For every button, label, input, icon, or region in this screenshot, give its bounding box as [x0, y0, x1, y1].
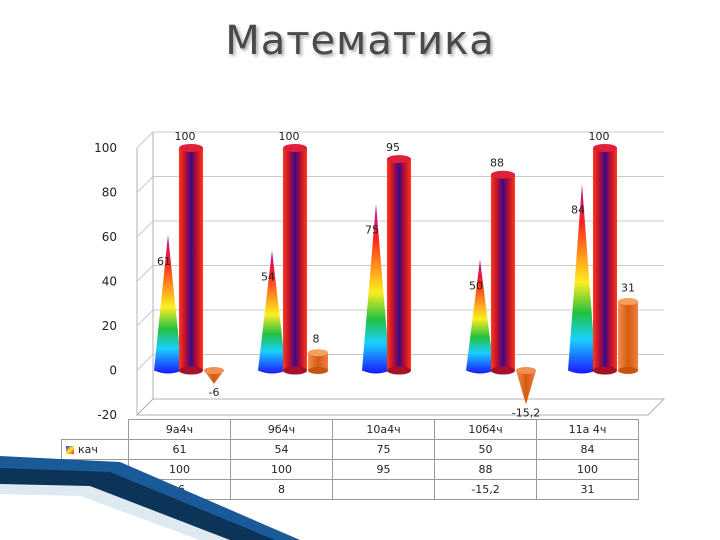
y-tick-label: 80 — [102, 186, 117, 200]
bar-raznica-top — [308, 349, 328, 357]
bar-usp-4 — [593, 144, 617, 375]
series-name: кач — [78, 443, 98, 456]
bar-usp-body — [387, 159, 411, 371]
bar-kach-4 — [568, 183, 596, 374]
bar-usp-body — [283, 148, 307, 371]
table-cell — [332, 479, 435, 500]
decorative-swoosh — [0, 456, 300, 540]
category-label: 11а 4ч — [536, 419, 639, 440]
bar-kach-2 — [362, 203, 390, 374]
table-cell: 100 — [128, 459, 231, 480]
data-label-usp: 88 — [490, 157, 504, 170]
data-label-usp: 100 — [175, 130, 196, 143]
data-label-usp: 95 — [386, 141, 400, 154]
bar-usp-2 — [387, 155, 411, 375]
table-cell: 88 — [434, 459, 537, 480]
bar-usp-body — [593, 148, 617, 371]
bar-raznica-body — [308, 352, 328, 371]
bar-usp-base — [179, 366, 203, 375]
data-label-kach: 84 — [571, 204, 585, 217]
bar-raznica-base — [618, 367, 638, 374]
floor — [135, 398, 666, 416]
bar-usp-base — [387, 366, 411, 375]
gridline-side — [136, 176, 154, 193]
bar-usp-top — [387, 155, 411, 164]
bar-raznica-base — [308, 367, 328, 374]
data-label-raznica: 31 — [621, 282, 635, 295]
y-tick-label: 100 — [94, 141, 117, 155]
chart-plot: -20 0 20 40 60 80 100 61 100 -6 54 100 8 75 95 50 88 -15… — [94, 130, 666, 422]
bar-raznica-cap — [516, 367, 536, 374]
data-label-raznica: -6 — [209, 386, 220, 399]
bar-usp-body — [491, 174, 515, 371]
category-label: 10а4ч — [332, 419, 435, 440]
gridline-side — [136, 265, 154, 282]
bar-raznica-body — [618, 301, 638, 371]
data-label-kach: 54 — [261, 270, 275, 283]
y-tick-label: 60 — [102, 230, 117, 244]
bar-kach-3 — [466, 259, 494, 374]
table-cell: -15,2 — [434, 479, 537, 500]
data-label-kach: 50 — [469, 279, 483, 292]
gridline-side — [136, 309, 154, 327]
bar-usp-top — [179, 144, 203, 152]
data-label-kach: 61 — [157, 255, 171, 268]
bar-kach-1 — [258, 250, 286, 374]
bar-usp-top — [593, 144, 617, 152]
data-label-usp: 100 — [279, 130, 300, 143]
bar-usp-base — [593, 366, 617, 375]
bar-raznica-cap — [204, 367, 224, 374]
table-cell: 31 — [536, 479, 639, 500]
bar-usp-base — [283, 366, 307, 375]
table-cell: 75 — [332, 439, 435, 460]
gridline-side — [136, 220, 154, 238]
table-cell: 84 — [536, 439, 639, 460]
category-label: 9а4ч — [128, 419, 231, 440]
table-cell: 100 — [536, 459, 639, 480]
table-cell: 50 — [434, 439, 537, 460]
bar-usp-body — [179, 148, 203, 371]
table-header-row: 9а4ч 9б4ч 10а4ч 10б4ч 11а 4ч — [62, 419, 639, 440]
bar-raznica-1 — [308, 349, 328, 374]
bar-raznica-0 — [204, 370, 224, 384]
table-corner — [62, 420, 129, 440]
chart-title: Математика — [225, 18, 495, 64]
bar-raznica-top — [618, 298, 638, 306]
bar-usp-3 — [491, 170, 515, 375]
data-label-raznica: 8 — [313, 333, 320, 346]
bar-raznica-3 — [516, 370, 536, 405]
bar-usp-top — [283, 144, 307, 152]
data-label-raznica: -15,2 — [512, 406, 540, 419]
bar-raznica-4 — [618, 298, 638, 374]
bar-usp-base — [491, 366, 515, 375]
gridline-side — [136, 354, 154, 371]
table-cell: 95 — [332, 459, 435, 480]
y-tick-label: -20 — [97, 408, 117, 422]
table-cell: 54 — [230, 439, 333, 460]
data-label-usp: 100 — [589, 130, 610, 143]
category-label: 9б4ч — [230, 419, 333, 440]
bar-kach-0 — [154, 234, 182, 374]
y-tick-label: 0 — [109, 364, 117, 378]
bar-usp-1 — [283, 144, 307, 375]
bar-usp-top — [491, 170, 515, 179]
table-cell: 8 — [230, 479, 333, 500]
gridline-side — [136, 131, 154, 149]
y-tick-label: 20 — [102, 319, 117, 333]
data-label-kach: 75 — [365, 224, 379, 237]
category-label: 10б4ч — [434, 419, 537, 440]
legend-key-icon — [66, 446, 74, 454]
bar-usp-0 — [179, 144, 203, 375]
y-tick-label: 40 — [102, 275, 117, 289]
